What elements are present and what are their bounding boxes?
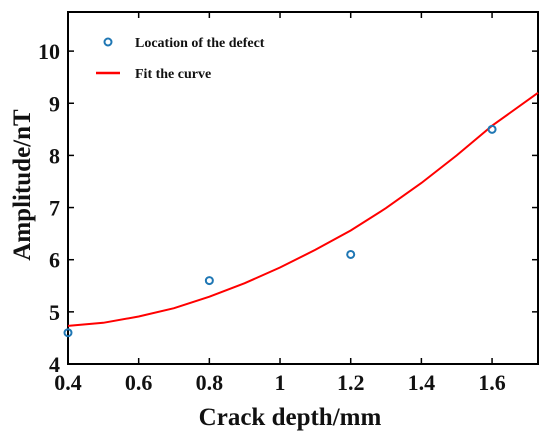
- x-tick-label: 1.4: [408, 370, 436, 395]
- y-tick-label: 10: [38, 39, 60, 64]
- y-tick-label: 6: [49, 248, 60, 273]
- y-tick-label: 9: [49, 91, 60, 116]
- data-point: [346, 249, 356, 259]
- y-axis-ticks: 4 5 6 7 8 9 10: [38, 39, 538, 377]
- y-tick-label: 4: [49, 352, 60, 377]
- y-tick-label: 7: [49, 196, 60, 221]
- x-axis-label: Crack depth/mm: [199, 404, 382, 431]
- data-points-layer: [63, 124, 497, 338]
- data-point: [487, 124, 497, 134]
- x-tick-label: 1: [275, 370, 286, 395]
- legend-label-defect: Location of the defect: [135, 36, 265, 51]
- y-axis-label: Amplitude/nT: [9, 109, 36, 261]
- x-tick-label: 1.6: [478, 370, 506, 395]
- legend-label-fit: Fit the curve: [135, 67, 211, 82]
- y-tick-label: 8: [49, 143, 60, 168]
- legend: Location of the defect Fit the curve: [96, 36, 265, 82]
- y-tick-label: 5: [49, 300, 60, 325]
- fit-curve-line: [67, 91, 539, 327]
- x-tick-label: 0.4: [54, 370, 82, 395]
- plot-frame: [67, 11, 539, 365]
- x-tick-label: 0.6: [125, 370, 153, 395]
- x-tick-label: 1.2: [337, 370, 365, 395]
- x-axis-ticks: 0.4 0.6 0.8 1 1.2 1.4 1.6: [54, 12, 506, 395]
- data-point: [63, 328, 73, 338]
- fit-curve-layer: [67, 91, 539, 327]
- legend-marker-defect: [103, 37, 113, 47]
- x-tick-label: 0.8: [196, 370, 224, 395]
- plot-area: [67, 11, 539, 365]
- data-point: [204, 276, 214, 286]
